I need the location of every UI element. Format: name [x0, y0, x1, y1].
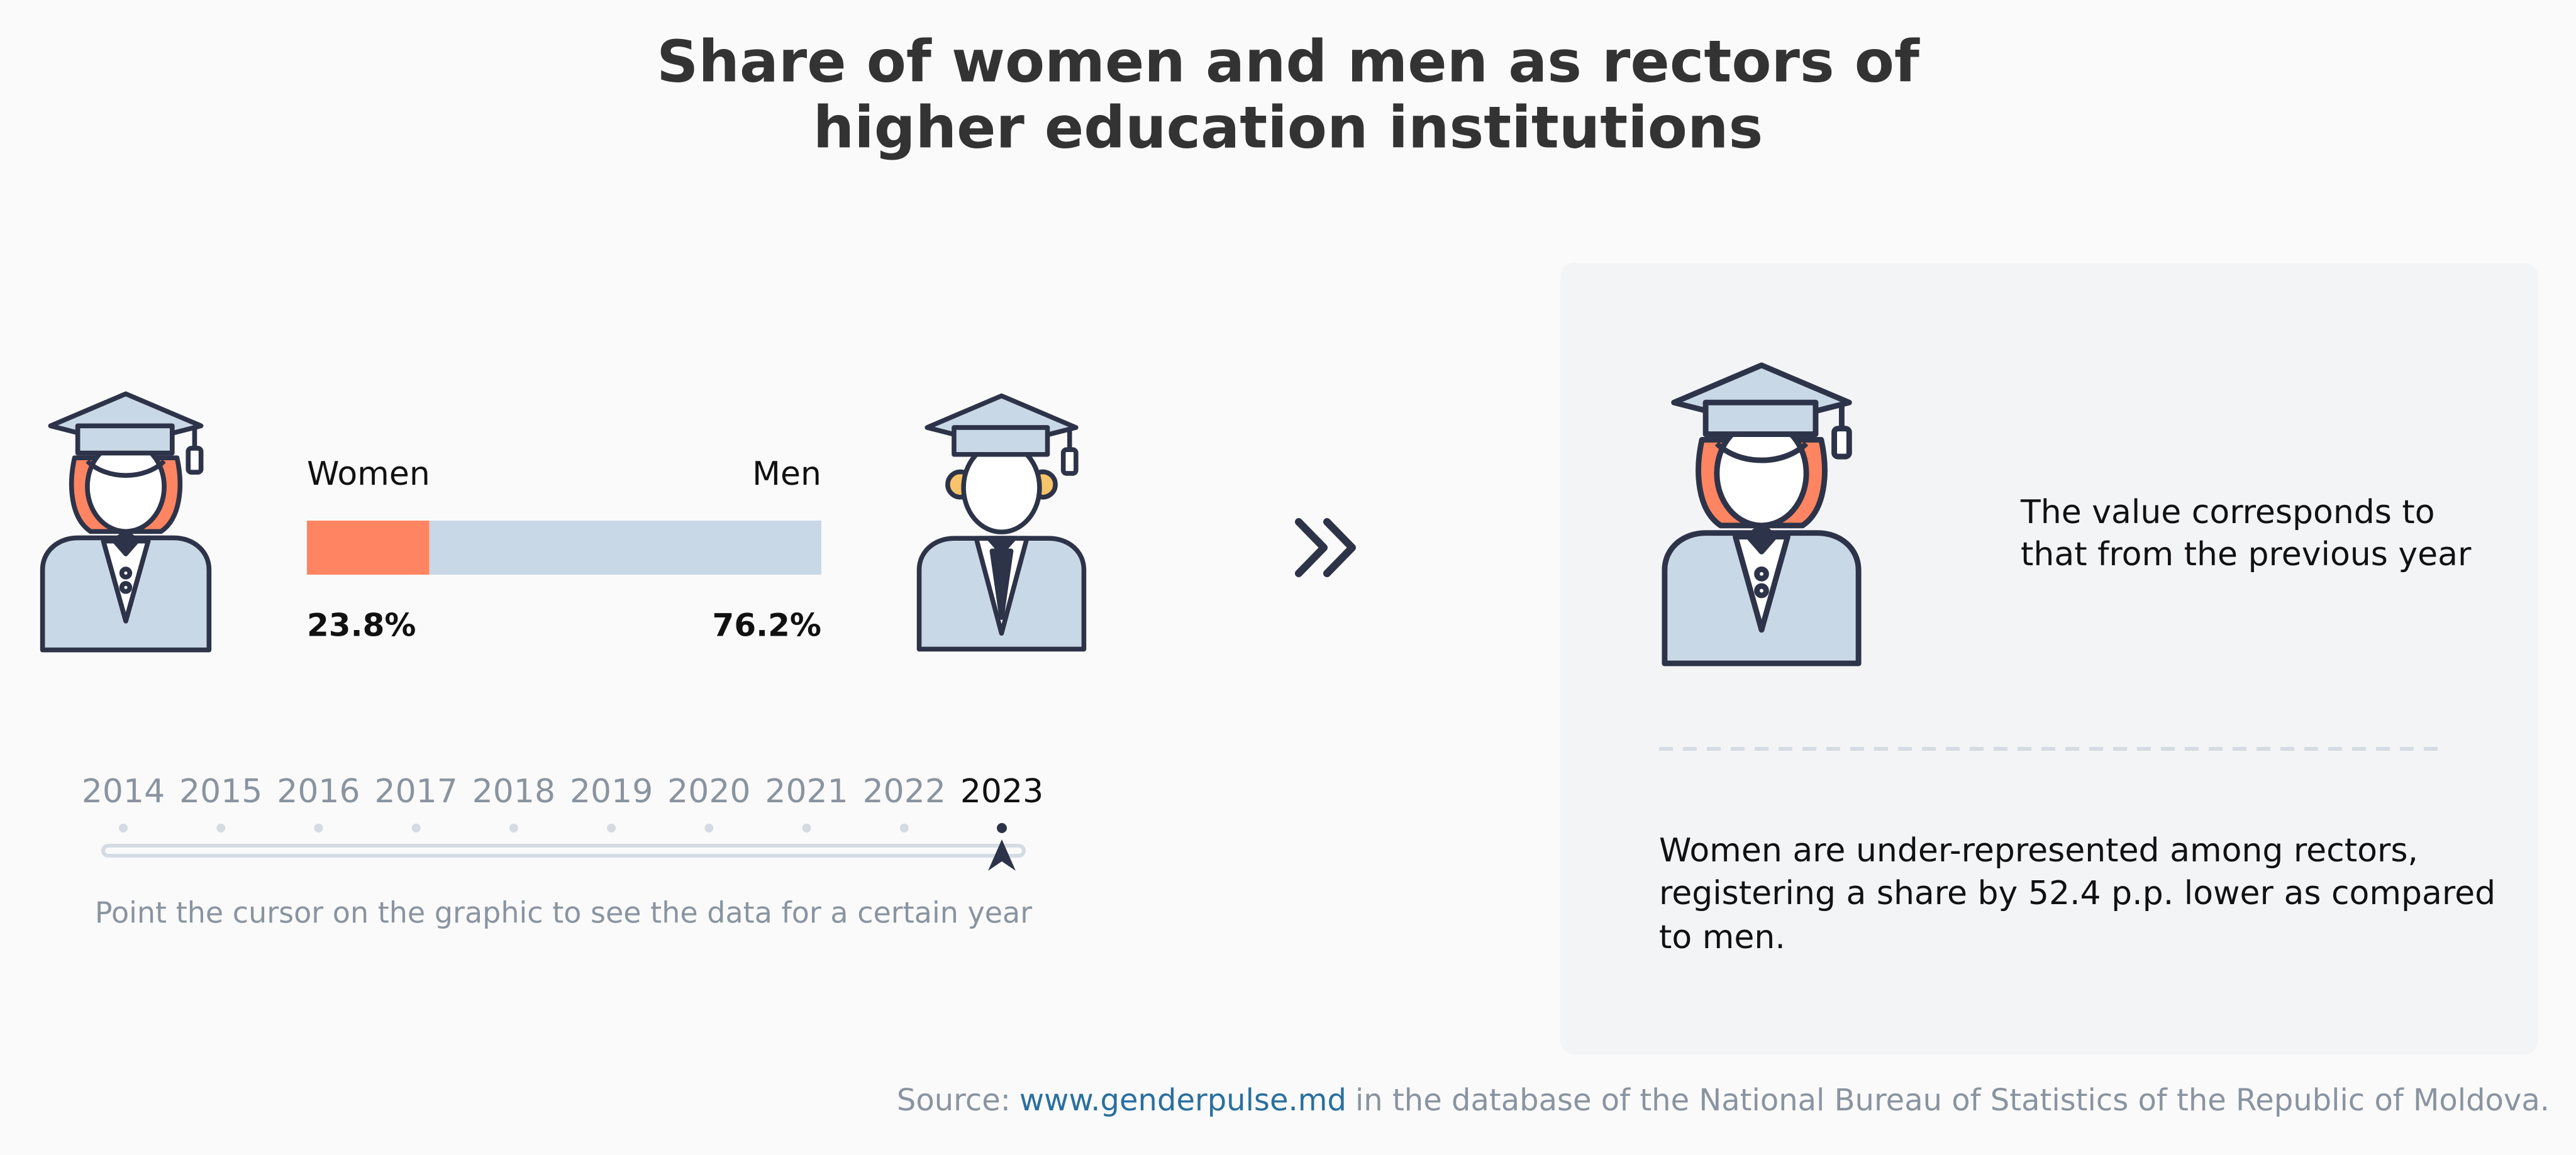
- source: Source: www.genderpulse.md in the database…: [897, 1083, 2550, 1118]
- year-dot[interactable]: [997, 823, 1007, 833]
- year-dot[interactable]: [314, 824, 323, 832]
- year-label[interactable]: 2023: [960, 773, 1043, 810]
- year-dot[interactable]: [704, 824, 714, 832]
- value-label: 76.2%: [713, 607, 821, 644]
- year-pointer[interactable]: [988, 839, 1016, 871]
- year-label[interactable]: 2018: [472, 773, 555, 810]
- summary-line: Women are under-represented among rector…: [1659, 832, 2418, 870]
- year-label[interactable]: 2015: [179, 773, 262, 810]
- woman-icon: [43, 394, 209, 649]
- year-label[interactable]: 2019: [570, 773, 653, 810]
- chevron[interactable]: [1295, 518, 1328, 577]
- year-label[interactable]: 2016: [277, 773, 360, 810]
- year-label[interactable]: 2017: [374, 773, 457, 810]
- note-line: The value corresponds to: [2020, 494, 2435, 531]
- legend-label: Men: [752, 455, 821, 493]
- bar-segment[interactable]: [429, 521, 821, 575]
- year-dot[interactable]: [411, 824, 421, 832]
- man-icon: [919, 396, 1084, 649]
- year-label[interactable]: 2020: [667, 773, 750, 810]
- year-dot[interactable]: [216, 824, 226, 832]
- year-label[interactable]: 2021: [765, 773, 848, 810]
- year-dot[interactable]: [119, 824, 128, 832]
- bar-segment[interactable]: [307, 521, 430, 575]
- year-label[interactable]: 2014: [82, 773, 165, 810]
- value-label: 23.8%: [307, 607, 416, 644]
- summary-line: to men.: [1659, 919, 1785, 956]
- chevron[interactable]: [1323, 518, 1356, 577]
- year-dot[interactable]: [509, 824, 518, 832]
- year-dot[interactable]: [802, 824, 811, 832]
- note-line: that from the previous year: [2021, 536, 2472, 573]
- year-label[interactable]: 2022: [863, 773, 946, 810]
- summary-line: registering a share by 52.4 p.p. lower a…: [1659, 875, 2496, 912]
- hint: Point the cursor on the graphic to see t…: [95, 896, 1032, 930]
- legend-label: Women: [307, 455, 430, 493]
- year-dot[interactable]: [607, 824, 616, 832]
- year-dot[interactable]: [899, 824, 909, 832]
- title-line: higher education institutions: [813, 94, 1763, 161]
- title-line: Share of women and men as rectors of: [657, 28, 1920, 95]
- source-text: in the database of the National Bureau o…: [1355, 1083, 2550, 1118]
- source-prefix: Source:: [897, 1083, 1011, 1118]
- source-link[interactable]: www.genderpulse.md: [1019, 1083, 1346, 1118]
